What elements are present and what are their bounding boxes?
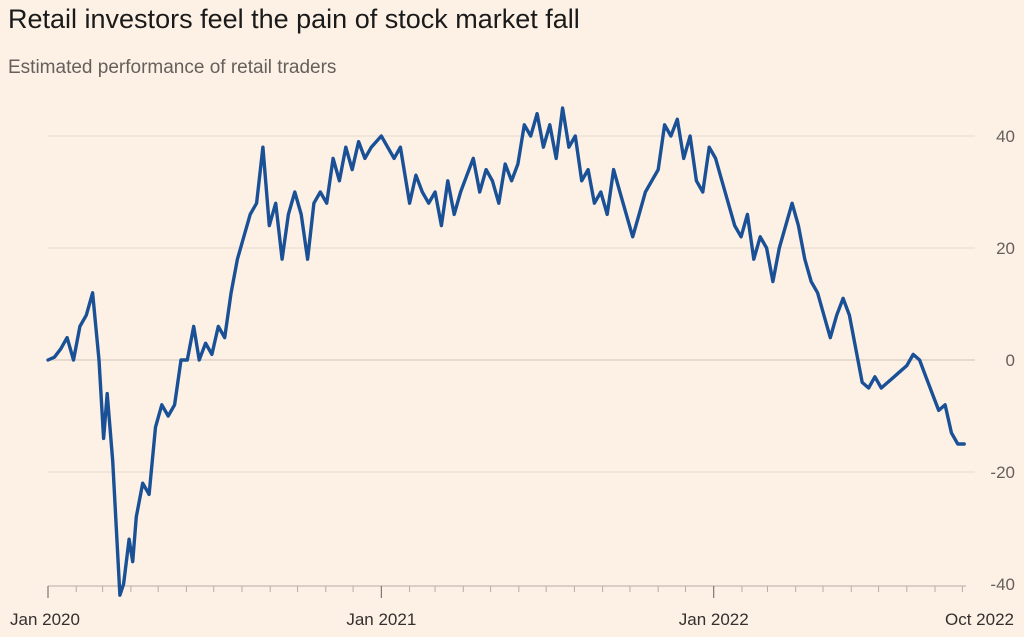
x-tick-label: Jan 2022	[679, 610, 749, 629]
x-axis: Jan 2020 Jan 2021 Jan 2022 Oct 2022	[10, 585, 1014, 629]
x-tick-label: Oct 2022	[945, 610, 1014, 629]
y-tick-label: -40	[990, 575, 1015, 594]
chart-subtitle: Estimated performance of retail traders	[8, 57, 337, 78]
x-tick-label: Jan 2021	[346, 610, 416, 629]
x-tick-label: Jan 2020	[10, 610, 80, 629]
y-axis: 40 20 0 -20 -40	[990, 127, 1015, 594]
gridlines	[48, 135, 975, 473]
y-tick-label: 20	[996, 239, 1015, 258]
y-tick-label: 40	[996, 127, 1015, 146]
y-tick-label: 0	[1006, 351, 1015, 370]
y-tick-label: -20	[990, 463, 1015, 482]
chart-title: Retail investors feel the pain of stock …	[8, 4, 580, 34]
series-layer	[46, 106, 966, 597]
series-line	[46, 106, 966, 597]
